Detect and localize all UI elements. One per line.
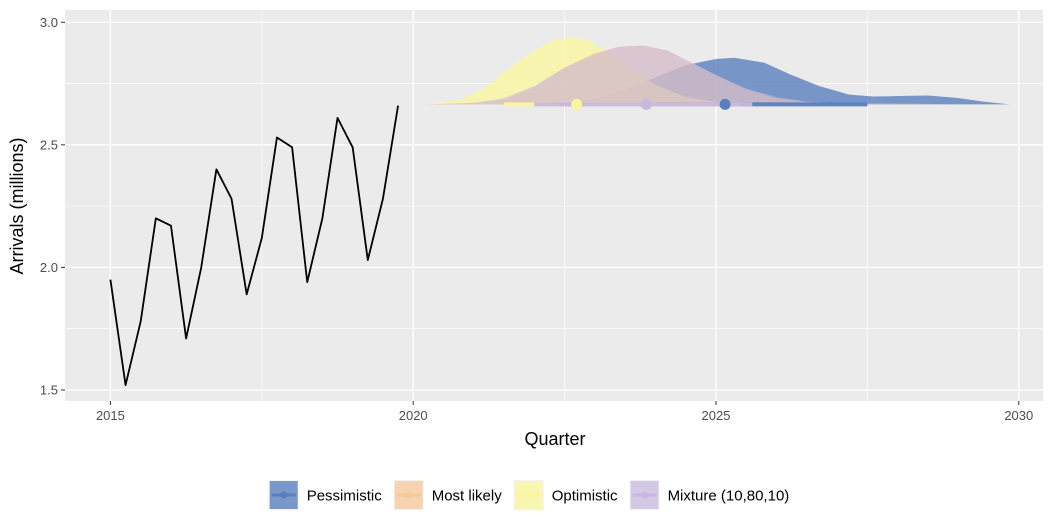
point-estimate-optimistic (571, 98, 583, 110)
axes: 2015 2020 2025 2030 1.5 2.0 2.5 3.0 (40, 15, 1033, 423)
y-tick-label: 3.0 (40, 15, 58, 30)
y-tick-label: 2.5 (40, 137, 58, 152)
legend-label: Mixture (10,80,10) (668, 488, 790, 505)
forecast-densities (425, 36, 1010, 105)
x-tick-label: 2020 (399, 408, 428, 423)
legend-item-mixture-10-80-10: Mixture (10,80,10) (629, 480, 790, 510)
legend: Pessimistic Most likely Optimistic Mixture … (268, 480, 790, 510)
forecast-intervals (504, 98, 868, 110)
legend-item-most-likely: Most likely (393, 480, 503, 510)
x-tick-label: 2030 (1004, 408, 1033, 423)
legend-key-point (641, 491, 649, 499)
legend-item-optimistic: Optimistic (513, 480, 618, 510)
point-estimate-pessimistic (719, 98, 731, 110)
x-tick-label: 2025 (702, 408, 731, 423)
density-mixture-10-80-10 (425, 45, 959, 105)
history-line (109, 105, 399, 386)
legend-label: Most likely (432, 488, 503, 505)
legend-item-pessimistic: Pessimistic (268, 480, 383, 510)
y-tick-label: 1.5 (40, 382, 58, 397)
y-tick-label: 2.0 (40, 260, 58, 275)
legend-key-point (405, 491, 413, 499)
legend-key-point (280, 491, 288, 499)
x-tick-label: 2015 (96, 408, 125, 423)
history-line-group (109, 105, 399, 386)
legend-label: Optimistic (552, 488, 618, 505)
legend-key-point (525, 491, 533, 499)
point-estimate-mixture-10-80-10 (640, 98, 652, 110)
y-axis-title: Arrivals (millions) (7, 137, 27, 274)
legend-label: Pessimistic (307, 488, 383, 505)
x-axis-title: Quarter (524, 429, 585, 449)
